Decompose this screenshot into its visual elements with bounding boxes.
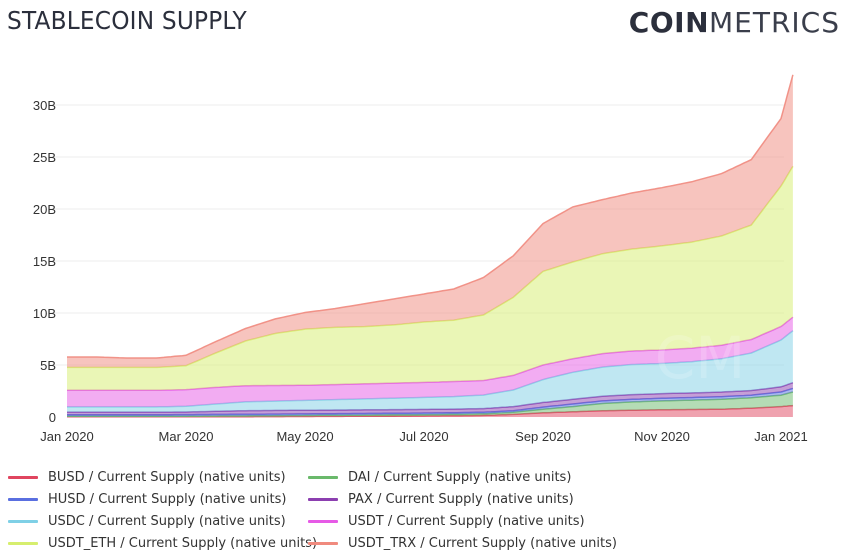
legend-swatch <box>8 476 38 479</box>
legend-swatch <box>8 498 38 501</box>
area-usdt-trx <box>67 74 793 368</box>
legend-swatch <box>8 542 38 545</box>
legend-item[interactable]: BUSD / Current Supply (native units) <box>8 470 286 485</box>
legend-label: USDT / Current Supply (native units) <box>348 514 585 529</box>
area-pax <box>67 382 793 415</box>
legend-swatch <box>308 498 338 501</box>
legend-item[interactable]: USDT_TRX / Current Supply (native units) <box>308 536 617 551</box>
line-usdt-trx <box>67 74 794 359</box>
y-tick-label: 15B <box>33 254 56 269</box>
y-tick-label: 0 <box>49 410 56 425</box>
coinmetrics-logo: COINMETRICS <box>629 6 840 39</box>
stacked-area-chart: CM 0 5B 10B 15B 20B 25B 30B Jan 2020 Mar 2020 Ma… <box>33 74 808 444</box>
y-tick-label: 5B <box>40 358 56 373</box>
area-usdc <box>67 330 793 413</box>
watermark-logo: CM <box>655 324 746 392</box>
area-busd <box>67 405 793 417</box>
legend-swatch <box>308 542 338 545</box>
chart-title: STABLECOIN SUPPLY <box>7 6 247 35</box>
legend-item[interactable]: USDC / Current Supply (native units) <box>8 514 286 529</box>
legend-label: USDT_ETH / Current Supply (native units) <box>48 536 318 551</box>
x-tick-label: Jan 2020 <box>40 429 94 444</box>
legend-swatch <box>8 520 38 523</box>
logo-bold-text: COIN <box>628 6 709 39</box>
area-series <box>67 74 794 418</box>
y-tick-label: 30B <box>33 98 56 113</box>
legend-label: USDC / Current Supply (native units) <box>48 514 286 529</box>
x-tick-label: Nov 2020 <box>634 429 690 444</box>
y-tick-label: 10B <box>33 306 56 321</box>
x-tick-label: Jan 2021 <box>754 429 808 444</box>
legend-label: DAI / Current Supply (native units) <box>348 470 572 485</box>
x-tick-label: May 2020 <box>276 429 333 444</box>
logo-light-text: METRICS <box>709 6 840 39</box>
legend-label: BUSD / Current Supply (native units) <box>48 470 286 485</box>
legend-label: USDT_TRX / Current Supply (native units) <box>348 536 617 551</box>
legend-swatch <box>308 476 338 479</box>
area-usdt <box>67 317 793 407</box>
y-tick-label: 20B <box>33 202 56 217</box>
area-dai <box>67 392 793 417</box>
legend-item[interactable]: USDT_ETH / Current Supply (native units) <box>8 536 317 551</box>
legend-label: HUSD / Current Supply (native units) <box>48 492 287 507</box>
legend-label: PAX / Current Supply (native units) <box>348 492 574 507</box>
legend-swatch <box>308 520 338 523</box>
y-axis: 0 5B 10B 15B 20B 25B 30B <box>33 98 56 425</box>
legend-item[interactable]: USDT / Current Supply (native units) <box>308 514 585 529</box>
x-tick-label: Sep 2020 <box>515 429 571 444</box>
x-axis: Jan 2020 Mar 2020 May 2020 Jul 2020 Sep 2020… <box>40 429 808 444</box>
x-tick-label: Jul 2020 <box>399 429 448 444</box>
legend-item[interactable]: HUSD / Current Supply (native units) <box>8 492 286 507</box>
legend-item[interactable]: PAX / Current Supply (native units) <box>308 492 574 507</box>
y-tick-label: 25B <box>33 150 56 165</box>
x-tick-label: Mar 2020 <box>159 429 214 444</box>
area-usdt-eth <box>67 166 793 391</box>
legend-item[interactable]: DAI / Current Supply (native units) <box>308 470 571 485</box>
